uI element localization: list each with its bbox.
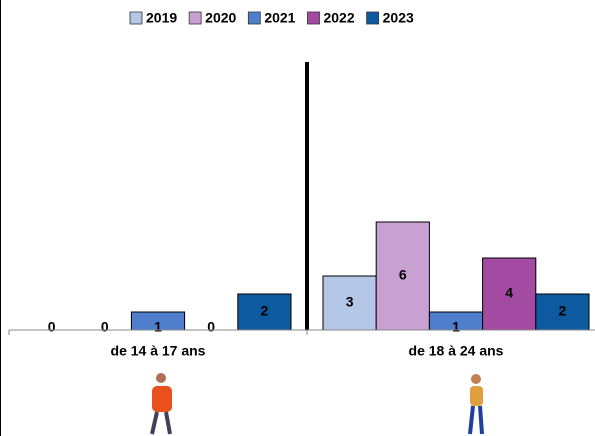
legend-label: 2022 (323, 10, 354, 26)
data-label: 1 (452, 319, 460, 335)
x-tick-label: de 14 à 17 ans (111, 343, 206, 359)
bar (375, 221, 430, 331)
legend-swatch (129, 11, 143, 25)
data-label: 6 (399, 267, 407, 283)
data-label: 0 (207, 319, 215, 335)
legend-label: 2023 (383, 10, 414, 26)
data-label: 4 (505, 285, 513, 301)
data-label: 2 (559, 303, 567, 319)
data-label: 0 (101, 319, 109, 335)
data-label: 3 (346, 294, 354, 310)
x-tick-label: de 18 à 24 ans (409, 343, 504, 359)
data-label: 0 (48, 319, 56, 335)
person-icon-right (468, 374, 484, 435)
legend-label: 2021 (264, 10, 295, 26)
legend-swatch (307, 11, 320, 25)
legend-swatch (247, 11, 261, 25)
legend-swatch (366, 11, 380, 25)
bar (237, 293, 292, 331)
legend-label: 2019 (146, 10, 177, 26)
legend-swatch (188, 11, 202, 25)
person-icon-left (150, 373, 172, 435)
bar (535, 293, 590, 331)
data-label: 2 (261, 303, 269, 319)
data-label: 1 (154, 319, 162, 335)
legend-label: 2020 (205, 10, 236, 26)
